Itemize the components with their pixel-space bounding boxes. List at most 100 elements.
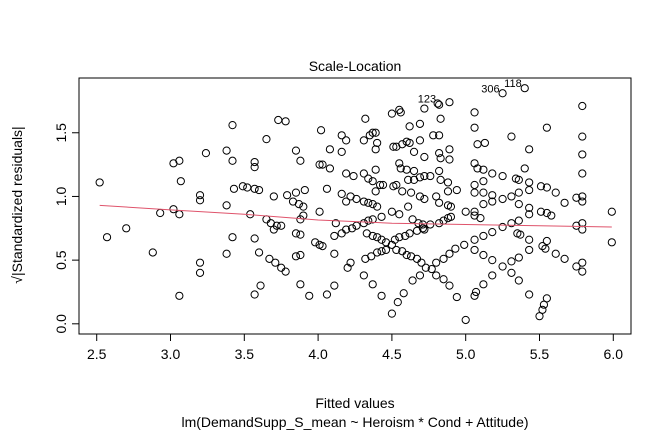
data-point (337, 147, 346, 156)
data-point (269, 192, 278, 201)
data-point (359, 271, 368, 280)
data-point (479, 177, 488, 186)
data-point (498, 194, 507, 204)
data-point (195, 268, 205, 277)
data-point (607, 238, 616, 247)
data-point (396, 164, 405, 173)
data-point (415, 136, 425, 145)
y-axis: 0.0 0.5 1.0 1.5 (53, 123, 80, 334)
data-point (195, 258, 205, 267)
data-point (250, 163, 259, 172)
data-point (201, 149, 211, 158)
data-point (408, 276, 417, 285)
data-point (271, 258, 280, 267)
chart-subtitle: lm(DemandSupp_S_mean ~ Heroism * Cond + … (181, 414, 528, 430)
data-point (435, 149, 444, 158)
data-point (479, 188, 488, 197)
data-point (479, 280, 488, 289)
data-point (373, 248, 382, 257)
data-point (393, 298, 402, 307)
data-point (368, 199, 377, 209)
data-point (296, 250, 305, 260)
x-tick-label: 5.5 (530, 346, 550, 362)
x-tick-label: 4.5 (382, 346, 402, 362)
data-point (359, 219, 368, 228)
data-point (445, 249, 454, 258)
data-point (507, 257, 516, 266)
data-point (373, 138, 382, 148)
data-point (479, 165, 488, 174)
data-point (281, 117, 290, 126)
data-point (498, 262, 507, 271)
data-point (311, 238, 320, 247)
data-point (390, 235, 399, 244)
data-point (169, 205, 178, 214)
data-point (470, 123, 479, 132)
data-point (318, 242, 327, 251)
data-point (305, 291, 314, 300)
data-point (572, 193, 581, 202)
data-point (443, 178, 453, 187)
data-point (337, 131, 346, 140)
data-point (426, 220, 435, 229)
data-point (435, 166, 444, 176)
data-point (337, 189, 346, 199)
data-point (507, 219, 516, 228)
data-point (470, 235, 479, 244)
data-point (265, 254, 274, 263)
data-point (331, 219, 340, 228)
data-point (373, 202, 382, 211)
data-point (479, 231, 488, 241)
point-label: 306 (481, 83, 499, 95)
data-point (507, 132, 516, 141)
data-point (446, 202, 456, 211)
data-point (371, 187, 380, 196)
data-point (470, 291, 479, 300)
data-point (452, 292, 461, 302)
data-point (421, 263, 430, 272)
data-point (470, 188, 479, 197)
data-point (176, 177, 185, 186)
data-point (364, 198, 373, 207)
data-point (322, 184, 332, 193)
data-point (398, 187, 407, 196)
data-point (364, 216, 373, 225)
data-point (392, 180, 401, 190)
data-point (432, 258, 441, 267)
data-point (342, 197, 351, 206)
data-point (371, 165, 380, 174)
data-point (402, 250, 411, 260)
data-point (473, 140, 482, 149)
data-point (547, 211, 556, 220)
data-point (420, 152, 429, 162)
data-point (378, 180, 388, 190)
plot-frame (78, 77, 632, 335)
data-point (156, 208, 165, 218)
data-point (408, 215, 417, 224)
data-point (322, 290, 332, 299)
data-point (343, 263, 352, 272)
data-point (254, 185, 264, 195)
data-point (578, 132, 587, 141)
data-point (578, 101, 587, 111)
data-point (470, 108, 479, 117)
data-point (315, 207, 324, 216)
data-point (300, 185, 309, 195)
data-point (445, 281, 454, 290)
data-point (361, 114, 370, 123)
data-point (228, 233, 237, 242)
smooth-line (99, 204, 612, 228)
data-point (296, 280, 305, 289)
data-point (222, 201, 231, 210)
data-point (460, 240, 469, 249)
data-point (551, 188, 560, 197)
data-point (578, 225, 587, 234)
data-point (514, 188, 523, 197)
point-labels: 123 306 118 (418, 78, 522, 105)
y-axis-label: √|Standardized residuals| (9, 126, 25, 283)
data-point (359, 197, 368, 206)
data-point (536, 182, 546, 191)
data-point (330, 231, 339, 241)
data-point (395, 210, 404, 219)
